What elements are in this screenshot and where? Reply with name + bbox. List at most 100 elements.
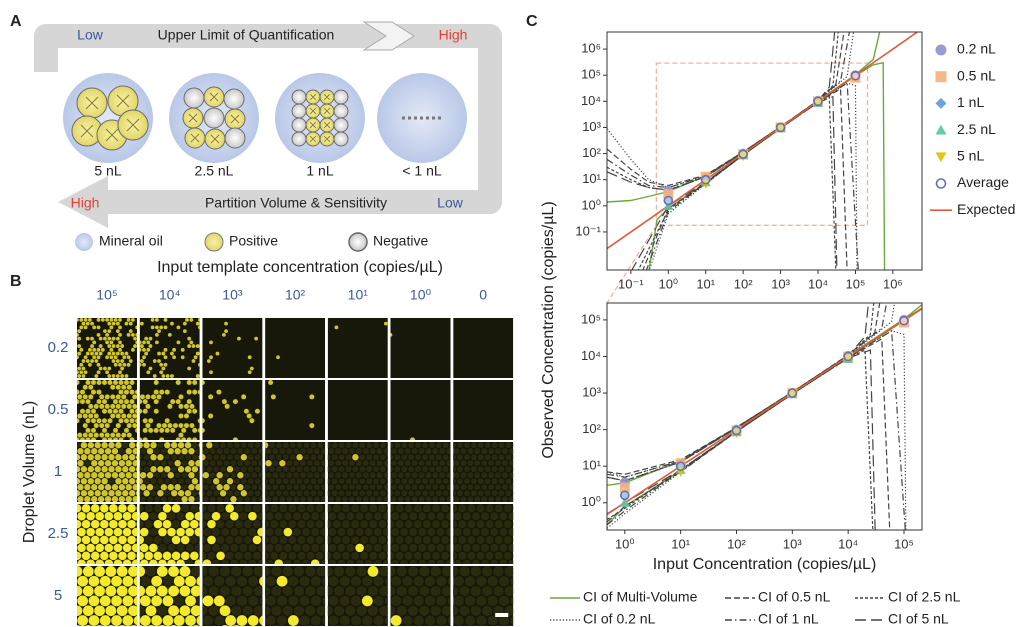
droplet [225,551,234,560]
droplet [88,615,100,626]
droplet [180,355,185,360]
droplet [460,484,467,491]
droplet [391,543,400,552]
droplet [439,496,446,502]
droplet [317,442,324,449]
droplet [140,576,151,587]
droplet [195,448,200,455]
droplet [142,347,146,352]
droplet [453,528,462,537]
droplet [111,595,122,607]
micrograph [265,380,326,440]
droplet [432,484,439,491]
droplet [121,394,127,400]
droplet [283,527,293,537]
droplet [94,490,101,497]
droplet [144,535,153,544]
droplet [164,427,170,433]
droplet [402,595,413,606]
droplet [265,442,269,449]
droplet [432,504,440,513]
droplet [77,399,80,405]
droplet [380,442,386,449]
droplet [115,374,120,378]
droplet [376,472,383,479]
droplet [453,490,457,497]
droplet [394,377,396,378]
droplet [462,559,471,564]
droplet [143,442,150,449]
droplet [118,504,127,513]
droplet [402,615,413,626]
droplet [202,466,206,473]
droplet [135,454,137,460]
droplet [213,478,220,485]
droplet [476,551,485,560]
droplet [453,504,458,513]
droplet [190,377,193,378]
droplet [457,478,463,485]
droplet [334,566,345,577]
droplet [93,423,99,429]
droplet [77,344,82,348]
marker [775,124,786,134]
droplet [247,370,252,375]
droplet [251,472,258,479]
droplet [202,496,209,502]
droplet [234,504,243,513]
droplet [167,472,174,479]
droplet [150,454,157,461]
droplet [383,496,388,502]
droplet [142,418,148,424]
droplet [194,511,200,521]
droplet [441,585,451,597]
droplet [512,522,514,526]
droplet [382,543,388,552]
droplet [453,472,460,479]
droplet [227,442,233,449]
droplet [409,528,418,537]
droplet [505,478,512,485]
droplet [276,454,282,461]
droplet [474,472,481,479]
droplet [148,366,153,371]
droplet [159,437,165,440]
droplet [337,512,346,521]
droplet [425,460,432,467]
legend-oil [75,233,93,251]
negative-partition [333,103,349,119]
droplet [436,576,447,587]
droplet [122,595,134,607]
droplet [139,377,141,378]
droplet [195,374,200,378]
droplet [202,448,209,455]
droplet [77,624,81,626]
droplet [418,512,427,521]
droplet [303,490,310,497]
droplet [88,403,94,409]
droplet [77,535,82,545]
panel-label: A [10,13,22,30]
droplet [220,466,226,473]
droplet [309,394,315,400]
droplet [99,403,105,409]
droplet [216,448,223,455]
droplet [154,484,160,491]
droplet [236,595,248,606]
y-tick-label: 10⁵ [581,67,601,82]
droplet [397,460,404,467]
marker [843,351,853,362]
droplet [163,535,171,544]
droplet [206,454,213,461]
droplet [465,576,476,587]
droplet [373,512,382,521]
droplet [253,605,263,616]
droplet [274,512,283,521]
droplet [77,478,81,485]
droplet [102,418,107,424]
droplet [508,512,514,521]
droplet [150,318,155,322]
legend-text: Mineral oil [99,233,163,249]
droplet [234,466,240,473]
droplet [140,496,147,502]
